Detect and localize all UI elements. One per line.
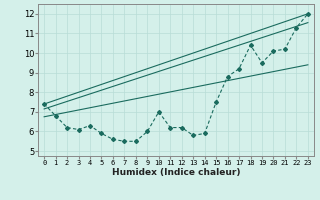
X-axis label: Humidex (Indice chaleur): Humidex (Indice chaleur) [112, 168, 240, 177]
